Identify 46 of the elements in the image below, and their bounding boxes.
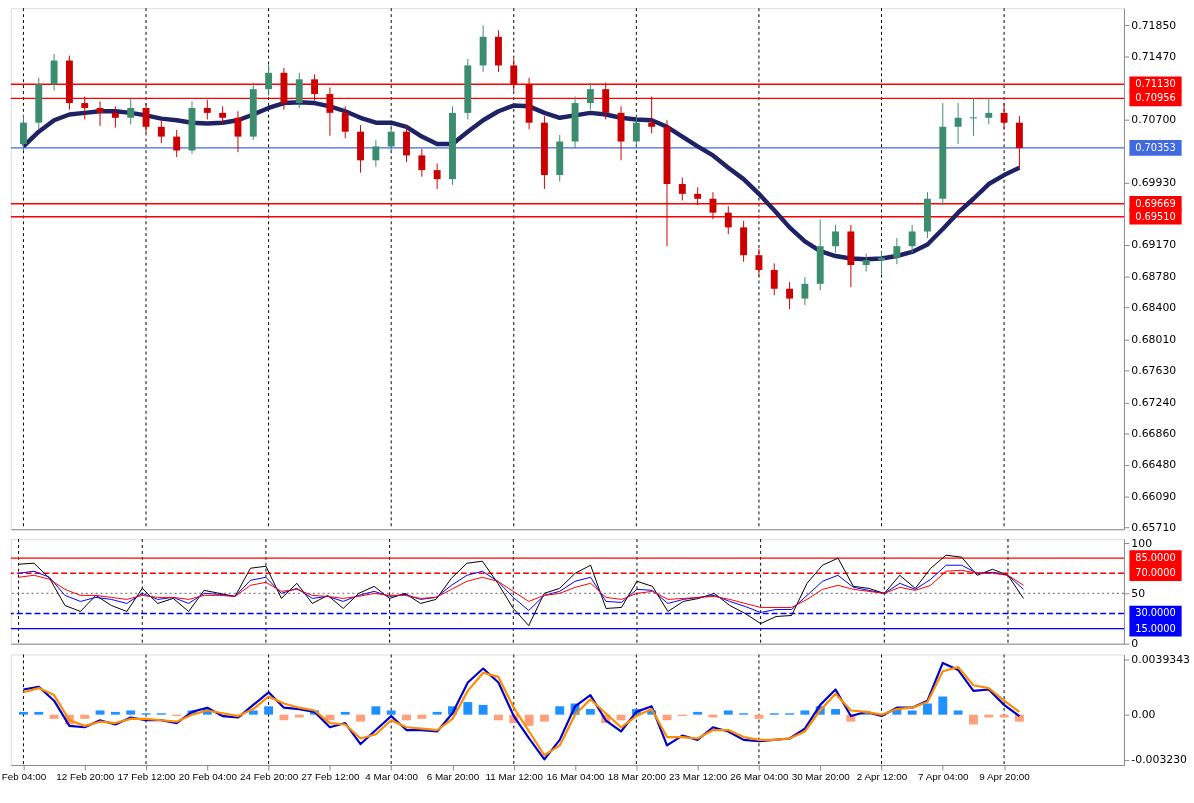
x-tick-label: 2 Apr 12:00: [856, 771, 908, 783]
ref-line-label: 0.69510: [1135, 210, 1176, 222]
x-tick-label: 17 Feb 12:00: [117, 771, 177, 783]
y-tick-label: 0.65710: [1131, 521, 1177, 535]
x-tick-label: 26 Mar 04:00: [730, 771, 789, 783]
x-tick-label: 12 Feb 20:00: [56, 771, 115, 783]
x-tick-label: 30 Mar 20:00: [791, 771, 851, 783]
ref-line-label: 0.71130: [1135, 78, 1176, 90]
y-tick-label: -0.003230: [1131, 753, 1188, 767]
x-tick-label: 6 Mar 20:00: [426, 771, 480, 783]
y-tick-label: 0.69170: [1131, 238, 1177, 252]
y-tick-label: 0.66860: [1131, 426, 1177, 440]
x-tick-label: 24 Feb 20:00: [240, 771, 299, 783]
y-tick-label: 0.00: [1131, 708, 1156, 722]
y-tick-label: 0.67630: [1131, 363, 1177, 377]
x-tick-label: 23 Mar 12:00: [669, 771, 728, 783]
x-tick-label: 18 Mar 20:00: [607, 771, 667, 783]
y-tick-label: 0.0039343: [1131, 653, 1191, 667]
ref-line-label: 15.0000: [1135, 622, 1176, 634]
y-tick-label: 0.66480: [1131, 458, 1177, 472]
ref-line-label: 0.70956: [1135, 92, 1176, 104]
ref-line-label: 0.69669: [1135, 197, 1176, 209]
x-tick-label: 27 Feb 12:00: [301, 771, 360, 783]
x-tick-label: 20 Feb 04:00: [178, 771, 238, 783]
ref-line-label: 0.70353: [1135, 141, 1176, 153]
x-tick-label: 16 Mar 04:00: [546, 771, 606, 783]
x-tick-label: 9 Apr 20:00: [979, 771, 1031, 783]
y-tick-label: 0.71850: [1131, 18, 1177, 32]
x-tick-label: 4 Mar 04:00: [365, 771, 419, 783]
y-tick-label: 0.66090: [1131, 489, 1177, 503]
y-tick-label: 0.68010: [1131, 332, 1177, 346]
ref-line-label: 85.0000: [1135, 552, 1176, 564]
x-tick-label: Feb 04:00: [1, 771, 47, 783]
y-tick-label: 50: [1131, 586, 1146, 600]
x-tick-label: 11 Mar 12:00: [485, 771, 544, 783]
y-tick-label: 0.68780: [1131, 269, 1177, 283]
y-tick-label: 0.71470: [1131, 49, 1177, 63]
y-tick-label: 100: [1131, 536, 1153, 550]
y-tick-label: 0.68400: [1131, 301, 1177, 314]
y-tick-label: 0: [1131, 637, 1139, 651]
ref-line-label: 70.0000: [1135, 567, 1176, 579]
y-tick-label: 0.70700: [1131, 112, 1177, 126]
ref-line-label: 30.0000: [1135, 607, 1176, 619]
y-tick-label: 0.69930: [1131, 175, 1177, 189]
x-tick-label: 7 Apr 04:00: [918, 771, 970, 783]
y-tick-label: 0.67240: [1131, 395, 1177, 409]
